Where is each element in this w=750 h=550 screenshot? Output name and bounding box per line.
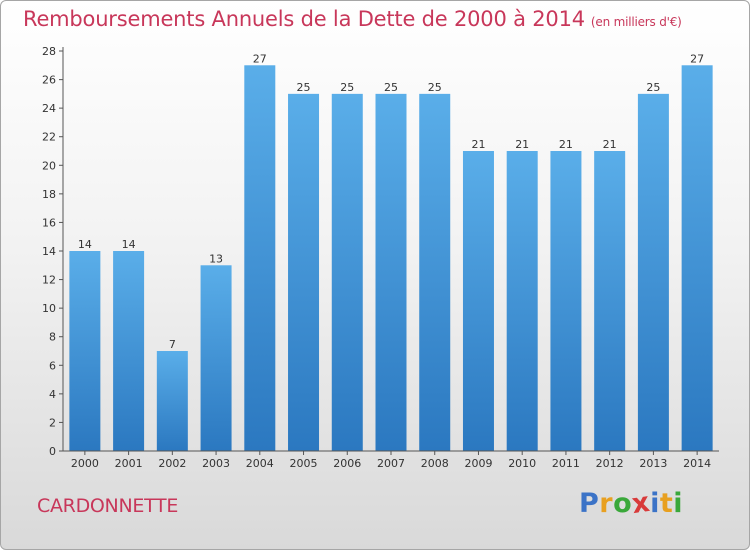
y-tick-label: 26 bbox=[42, 74, 56, 87]
logo-letter: i bbox=[650, 488, 660, 519]
x-tick-label-2008: 2008 bbox=[421, 457, 449, 470]
logo-letter: t bbox=[659, 488, 674, 519]
y-tick-label: 28 bbox=[42, 45, 56, 58]
chart-unit-note: (en milliers d'€) bbox=[590, 15, 682, 29]
y-tick-label: 16 bbox=[42, 216, 56, 229]
logo-letter: r bbox=[599, 488, 614, 519]
data-label-2012: 21 bbox=[603, 138, 617, 151]
data-label-2000: 14 bbox=[78, 238, 92, 251]
data-label-2004: 27 bbox=[253, 52, 267, 65]
x-tick-label-2010: 2010 bbox=[508, 457, 536, 470]
y-tick-label: 10 bbox=[42, 302, 56, 315]
bar-2005 bbox=[288, 93, 320, 451]
y-tick-label: 22 bbox=[42, 131, 56, 144]
bar-2000 bbox=[69, 251, 101, 451]
town-name: CARDONNETTE bbox=[37, 495, 179, 517]
y-tick-label: 12 bbox=[42, 274, 56, 287]
x-tick-label-2003: 2003 bbox=[202, 457, 230, 470]
bars-group: 14 14 7 13 27 25 25 25 25 21 21 21 21 25 27 bbox=[69, 52, 713, 452]
x-tick-label-2014: 2014 bbox=[683, 457, 711, 470]
data-label-2010: 21 bbox=[515, 138, 529, 151]
x-tick-label-2005: 2005 bbox=[290, 457, 318, 470]
data-label-2013: 25 bbox=[646, 81, 660, 94]
y-tick-label: 4 bbox=[49, 388, 56, 401]
x-tick-label-2001: 2001 bbox=[115, 457, 143, 470]
data-label-2006: 25 bbox=[340, 81, 354, 94]
chart-title: Remboursements Annuels de la Dette de 20… bbox=[23, 7, 682, 31]
x-tick-label-2009: 2009 bbox=[464, 457, 492, 470]
logo-letter: o bbox=[613, 488, 633, 519]
bar-2001 bbox=[113, 251, 145, 451]
data-label-2002: 7 bbox=[169, 338, 176, 351]
x-tick-label-2002: 2002 bbox=[158, 457, 186, 470]
x-tick-label-2007: 2007 bbox=[377, 457, 405, 470]
y-tick-label: 20 bbox=[42, 159, 56, 172]
bar-2003 bbox=[200, 265, 232, 451]
chart-title-text: Remboursements Annuels de la Dette de 20… bbox=[23, 7, 585, 31]
logo-letter: P bbox=[579, 488, 600, 519]
x-tick-label-2000: 2000 bbox=[71, 457, 99, 470]
bar-2007 bbox=[375, 93, 407, 451]
bar-2002 bbox=[156, 351, 188, 451]
data-label-2014: 27 bbox=[690, 52, 704, 65]
bar-2010 bbox=[506, 151, 538, 451]
y-tick-label: 24 bbox=[42, 102, 56, 115]
data-label-2001: 14 bbox=[122, 238, 136, 251]
y-tick-label: 14 bbox=[42, 245, 56, 258]
y-tick-label: 0 bbox=[49, 445, 56, 458]
y-tick-label: 6 bbox=[49, 359, 56, 372]
bar-2013 bbox=[637, 93, 669, 451]
y-tick-label: 18 bbox=[42, 188, 56, 201]
data-label-2008: 25 bbox=[428, 81, 442, 94]
logo-letter: i bbox=[673, 488, 684, 519]
bar-2008 bbox=[419, 93, 451, 451]
data-label-2005: 25 bbox=[297, 81, 311, 94]
data-label-2011: 21 bbox=[559, 138, 573, 151]
x-tick-label-2006: 2006 bbox=[333, 457, 361, 470]
data-label-2003: 13 bbox=[209, 252, 223, 265]
x-tick-label-2004: 2004 bbox=[246, 457, 274, 470]
logo-letter: x bbox=[630, 486, 653, 521]
data-label-2007: 25 bbox=[384, 81, 398, 94]
bar-2012 bbox=[594, 151, 626, 451]
x-tick-label-2011: 2011 bbox=[552, 457, 580, 470]
x-axis: 2000 2001 2002 2003 2004 2005 2006 2007 2008 2009… bbox=[63, 450, 719, 470]
data-label-2009: 21 bbox=[471, 138, 485, 151]
bar-2011 bbox=[550, 151, 582, 451]
bar-2009 bbox=[462, 151, 494, 451]
x-tick-label-2012: 2012 bbox=[596, 457, 624, 470]
bar-2006 bbox=[331, 93, 363, 451]
x-tick-label-2013: 2013 bbox=[639, 457, 667, 470]
bar-2014 bbox=[681, 65, 713, 452]
proxiti-logo: Proxiti bbox=[579, 486, 684, 521]
bar-2004 bbox=[244, 65, 276, 452]
y-tick-label: 8 bbox=[49, 331, 56, 344]
y-tick-label: 2 bbox=[49, 416, 56, 429]
